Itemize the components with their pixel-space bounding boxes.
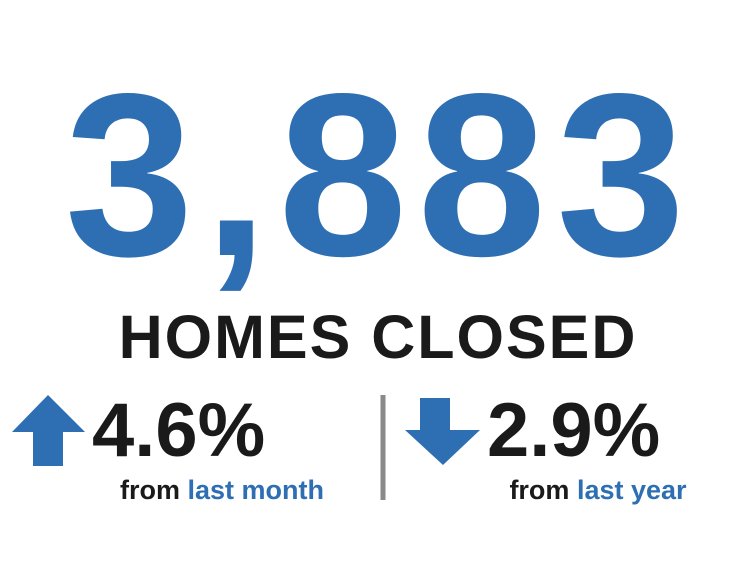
change-caption: from last year [509,475,687,505]
change-caption: from last month [120,475,324,505]
period-text: last month [188,475,325,505]
change-value: 4.6% [92,388,265,473]
period-text: last year [577,475,687,505]
from-text: from [120,475,180,505]
from-text: from [509,475,569,505]
headline-value: 3,883 [65,46,696,305]
down-arrow [405,398,480,465]
change-value: 2.9% [487,388,660,473]
headline-label: HOMES CLOSED [119,303,638,371]
up-arrow [12,395,85,466]
